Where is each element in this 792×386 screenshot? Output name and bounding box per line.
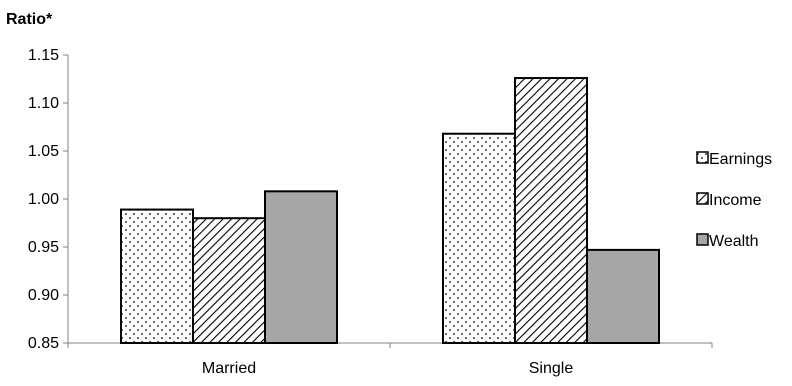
legend-swatch-earnings	[696, 151, 709, 164]
bar-earnings-single	[442, 132, 516, 344]
bar-income-married	[192, 217, 266, 344]
y-tick-label: 1.10	[28, 95, 59, 112]
y-axis: 0.85 0.90 0.95 1.00 1.05 1.10 1.15	[28, 47, 69, 352]
x-category-label: Married	[202, 360, 256, 377]
bar-wealth-single	[586, 248, 660, 345]
legend-label-wealth: Wealth	[709, 233, 759, 250]
legend-swatch-income	[696, 192, 709, 205]
y-tick-label: 1.05	[28, 143, 59, 160]
x-axis: Married Single	[67, 342, 713, 377]
legend: Earnings Income Wealth	[696, 151, 772, 250]
legend-label-earnings: Earnings	[709, 151, 772, 168]
y-tick-label: 1.15	[28, 47, 59, 64]
bar-earnings-married	[120, 208, 194, 344]
legend-swatch-wealth	[696, 233, 709, 246]
bars	[120, 77, 660, 345]
y-tick-label: 0.90	[28, 287, 59, 304]
bar-wealth-married	[264, 190, 338, 344]
y-tick-label: 0.85	[28, 335, 59, 352]
bar-income-single	[514, 77, 588, 344]
y-axis-title: Ratio*	[6, 11, 53, 28]
x-category-label: Single	[529, 360, 574, 377]
legend-label-income: Income	[709, 192, 762, 209]
y-tick-label: 0.95	[28, 239, 59, 256]
y-tick-label: 1.00	[28, 191, 59, 208]
